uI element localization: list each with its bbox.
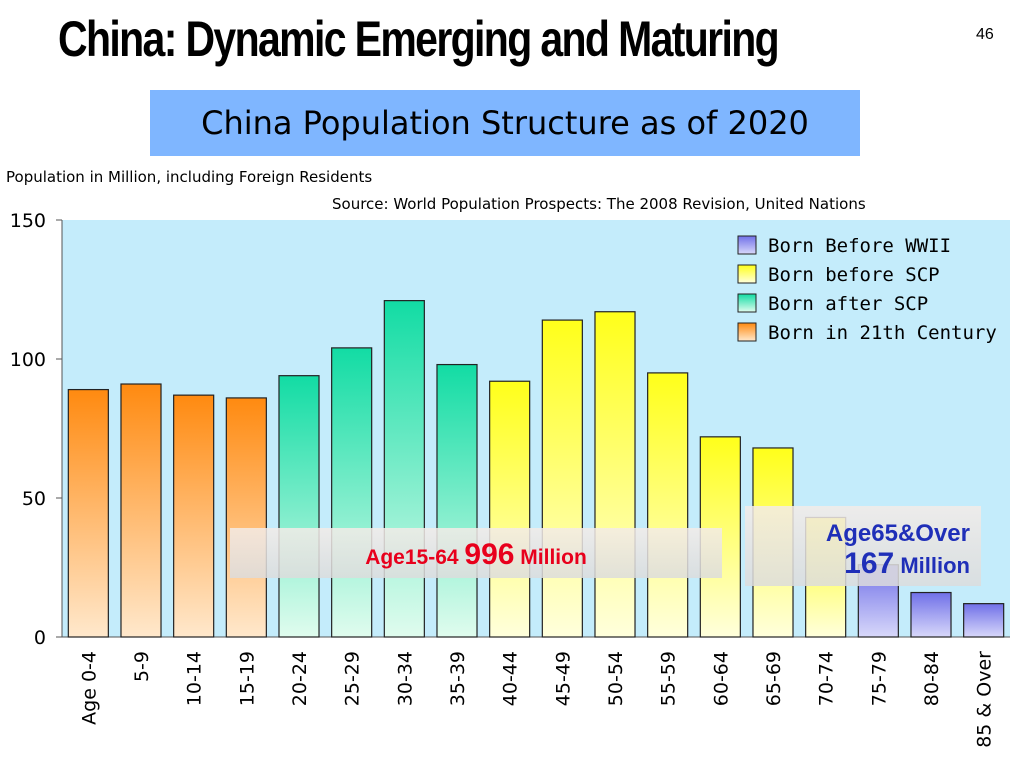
y-tick-label: 50 bbox=[22, 488, 46, 510]
legend-label: Born Before WWII bbox=[768, 235, 951, 257]
chart-title-banner: China Population Structure as of 2020 bbox=[150, 90, 860, 156]
bar-55-59 bbox=[647, 372, 689, 638]
x-tick-label: 60-64 bbox=[710, 651, 732, 706]
y-tick-label: 100 bbox=[10, 349, 46, 371]
bar-10-14 bbox=[173, 394, 215, 638]
legend-swatch-afterscp bbox=[737, 293, 757, 313]
legend-label: Born in 21th Century bbox=[768, 322, 997, 344]
bar-5-9 bbox=[120, 383, 162, 638]
x-tick-label: 70-74 bbox=[816, 651, 838, 706]
legend-swatch-21th bbox=[737, 322, 757, 342]
slide-title: China: Dynamic Emerging and Maturing bbox=[58, 11, 780, 67]
x-tick-label: 50-54 bbox=[605, 651, 627, 706]
x-tick-label: 80-84 bbox=[921, 651, 943, 706]
bar-85-over bbox=[963, 603, 1005, 638]
slide-number: 46 bbox=[976, 26, 994, 43]
bar-age-0-4 bbox=[67, 388, 109, 638]
x-tick-label: 30-34 bbox=[394, 651, 416, 706]
bar-80-84 bbox=[910, 591, 952, 638]
bar-45-49 bbox=[541, 319, 583, 638]
x-tick-label: 15-19 bbox=[236, 651, 258, 706]
legend-swatch-beforescp bbox=[737, 264, 757, 284]
x-tick-label: Age 0-4 bbox=[78, 651, 100, 725]
y-tick-label: 0 bbox=[34, 627, 46, 649]
annotation-working-age-box bbox=[230, 528, 722, 578]
x-tick-label: 25-29 bbox=[342, 651, 364, 706]
x-tick-label: 45-49 bbox=[552, 651, 574, 706]
x-tick-label: 40-44 bbox=[500, 651, 522, 706]
x-tick-label: 5-9 bbox=[131, 651, 153, 682]
bar-25-29 bbox=[331, 347, 373, 638]
annotation-elderly-value: 167 Million bbox=[844, 547, 970, 580]
x-tick-label: 85 & Over bbox=[974, 651, 996, 748]
legend-swatch-wwii bbox=[737, 235, 757, 255]
y-tick-label: 150 bbox=[10, 210, 46, 232]
x-tick-label: 75-79 bbox=[868, 651, 890, 706]
annotation-working-age-text: Age15-64 996 Million bbox=[365, 538, 587, 571]
chart-title: China Population Structure as of 2020 bbox=[201, 104, 809, 142]
chart-source: Source: World Population Prospects: The … bbox=[332, 195, 866, 213]
legend-label: Born after SCP bbox=[768, 293, 928, 315]
bar-15-19 bbox=[225, 397, 267, 638]
chart-subtitle: Population in Million, including Foreign… bbox=[6, 168, 373, 186]
bar-50-54 bbox=[594, 311, 636, 638]
bar-30-34 bbox=[383, 300, 425, 638]
x-tick-label: 20-24 bbox=[289, 651, 311, 706]
annotation-elderly-label: Age65&Over bbox=[826, 520, 970, 547]
x-tick-label: 10-14 bbox=[184, 651, 206, 706]
bar-35-39 bbox=[436, 363, 478, 638]
annotation-elderly-box bbox=[745, 506, 981, 586]
x-tick-label: 55-59 bbox=[658, 651, 680, 706]
legend-label: Born before SCP bbox=[768, 264, 940, 286]
x-tick-label: 65-69 bbox=[763, 651, 785, 706]
bar-40-44 bbox=[489, 380, 531, 638]
bar-20-24 bbox=[278, 375, 320, 638]
x-tick-label: 35-39 bbox=[447, 651, 469, 706]
